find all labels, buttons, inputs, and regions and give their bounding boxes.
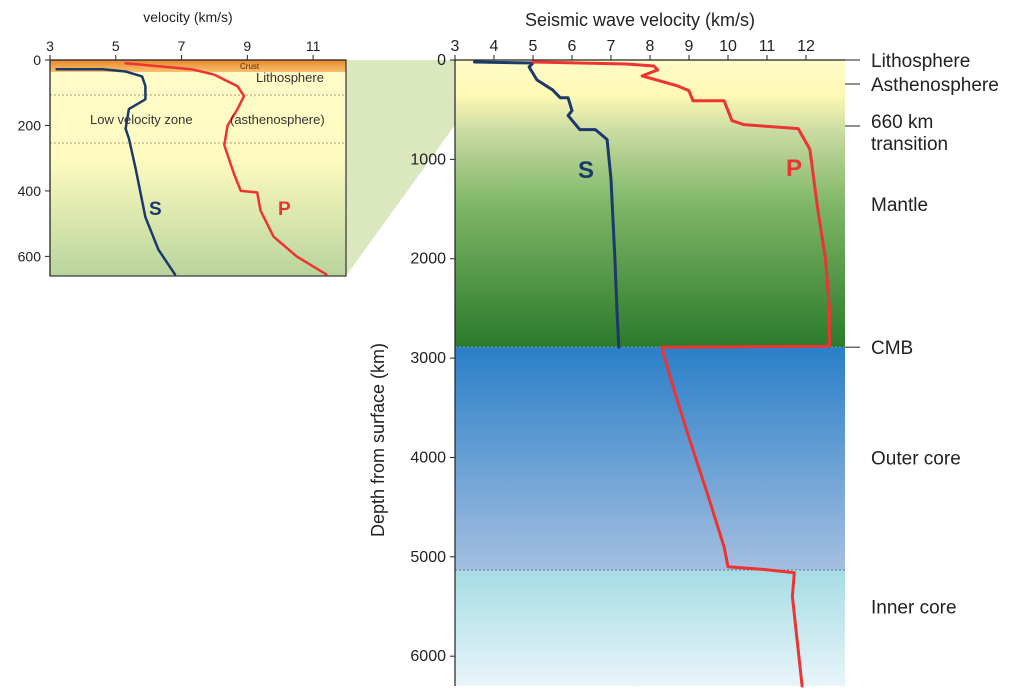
inset-crust-label: Crust [240,62,260,71]
main-y-tick-label: 1000 [410,151,446,168]
boundary-label-660-km-transition: 660 km transition [871,112,948,155]
inset-x-tick-label: 9 [243,38,251,54]
inset-asthenosphere-label: (asthenosphere) [230,112,325,127]
main-x-tick-label: 7 [607,38,616,55]
inset-p-label: P [278,199,291,220]
boundary-label-lithosphere: Lithosphere [871,51,970,72]
boundary-label-inner-core: Inner core [871,598,957,619]
inset-lvz-label: Low velocity zone [90,112,193,127]
inset-plot: 3 5 7 9 11 0 200 400 600 Crust Lithosphere Low v… [18,9,347,277]
main-axes: 3 4 5 6 7 8 9 10 11 12 0 1000 2000 3000 4000 5000 6000 [410,38,845,686]
main-x-tick-label: 9 [685,38,694,55]
boundary-label-cmb: CMB [871,338,913,359]
main-x-axis-title: Seismic wave velocity (km/s) [525,10,755,30]
main-y-tick-label: 3000 [410,350,446,367]
inset-x-axis-title: velocity (km/s) [143,9,232,25]
main-x-tick-label: 6 [568,38,577,55]
inset-frame [49,59,347,277]
main-series [473,60,831,688]
inset-lithosphere-label: Lithosphere [256,70,324,85]
main-x-tick-label: 8 [646,38,655,55]
main-series-s-line [473,60,621,349]
inset-x-tick-label: 3 [46,38,54,54]
main-series-p-line [531,60,831,688]
inset-x-tick-label: 11 [306,38,321,54]
main-x-tick-label: 3 [451,38,460,55]
main-y-tick-label: 5000 [410,549,446,566]
inset-y-tick-label: 400 [18,183,42,199]
inset-background [50,60,346,276]
main-x-tick-label: 12 [797,38,815,55]
inset-y-tick-label: 0 [33,52,41,68]
main-p-label: P [786,155,802,182]
main-x-tick-label: 4 [490,38,499,55]
inset-s-label: S [149,199,162,220]
inset-series-s-line [55,67,177,276]
inset-x-tick-label: 7 [178,38,186,54]
boundary-label-asthenosphere: Asthenosphere [871,75,999,96]
main-y-tick-label: 4000 [410,449,446,466]
mantle-region [455,60,845,347]
boundary-label-mantle: Mantle [871,195,928,216]
inset-y-tick-label: 200 [18,117,42,133]
inset-crust-band [50,60,346,72]
main-x-tick-label: 11 [759,38,776,55]
main-x-tick-label: 10 [719,38,737,55]
main-plot: 3 4 5 6 7 8 9 10 11 12 0 1000 2000 3000 4000 5000 6000 S… [368,10,999,688]
boundary-labels: Lithosphere Asthenosphere 660 km transition… [845,51,999,619]
inset-y-tick-label: 600 [18,248,42,264]
main-y-tick-label: 2000 [410,251,446,268]
boundary-label-outer-core: Outer core [871,448,961,469]
outer-core-region [455,347,845,570]
inner-core-region [455,570,845,686]
main-y-tick-label: 0 [437,52,446,69]
inset-series [55,62,328,276]
main-s-label: S [578,157,594,184]
inset-series-p-line [124,62,328,276]
main-x-tick-label: 5 [529,38,538,55]
inset-x-tick-label: 5 [112,38,120,54]
main-y-tick-label: 6000 [410,648,446,665]
zoom-wedge [346,60,455,276]
main-y-axis-title: Depth from surface (km) [368,343,388,537]
